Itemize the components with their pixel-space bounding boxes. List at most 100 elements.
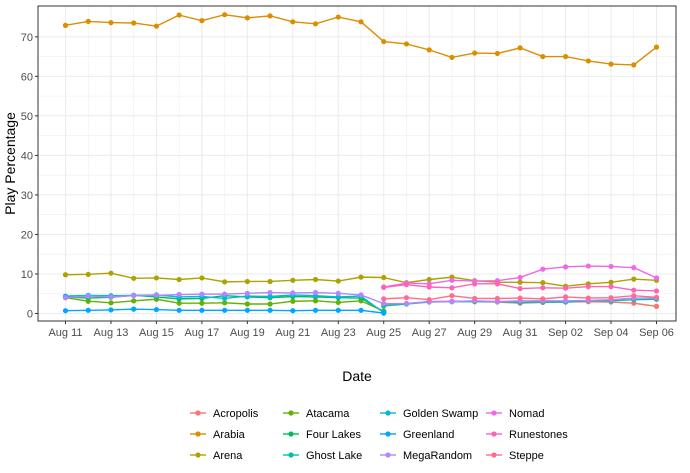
data-point-steppe xyxy=(653,294,660,300)
data-point-greenland xyxy=(153,306,160,313)
data-point-arabia xyxy=(381,38,387,45)
x-tick-label: Sep 04 xyxy=(594,327,629,339)
data-point-acropolis xyxy=(653,303,660,309)
data-point-greenland xyxy=(290,308,296,314)
data-point-nomad xyxy=(608,263,614,270)
data-point-greenland xyxy=(244,307,250,313)
data-point-arabia xyxy=(449,54,455,60)
legend-key-point-arena xyxy=(195,452,201,458)
data-point-megarandom xyxy=(199,291,205,297)
data-point-arabia xyxy=(358,19,364,25)
data-point-atacama xyxy=(267,301,273,307)
data-point-megarandom xyxy=(312,289,319,296)
data-point-arabia xyxy=(153,23,160,29)
data-point-runestones xyxy=(540,285,546,291)
legend-label-ghost-lake: Ghost Lake xyxy=(306,450,362,462)
data-point-nomad xyxy=(517,274,523,281)
data-point-arabia xyxy=(494,50,500,57)
data-point-atacama xyxy=(290,298,296,304)
data-point-arabia xyxy=(426,47,432,53)
data-point-greenland xyxy=(312,307,319,313)
data-point-atacama xyxy=(222,300,228,306)
data-point-megarandom xyxy=(381,301,387,307)
data-point-arabia xyxy=(585,58,591,64)
data-point-arabia xyxy=(631,62,637,68)
legend-label-acropolis: Acropolis xyxy=(213,408,259,420)
data-point-arena xyxy=(608,279,614,285)
legend-label-greenland: Greenland xyxy=(403,429,454,441)
legend-key-point-megarandom xyxy=(385,452,391,458)
data-point-arena xyxy=(540,280,546,286)
data-point-nomad xyxy=(631,265,637,271)
data-point-megarandom xyxy=(403,301,410,307)
series-points xyxy=(62,12,660,316)
x-tick-label: Aug 11 xyxy=(48,327,82,339)
legend-key-point-atacama xyxy=(288,410,294,416)
legend-label-runestones: Runestones xyxy=(509,429,568,441)
data-point-runestones xyxy=(608,284,614,290)
data-point-atacama xyxy=(312,298,319,304)
x-tick-label: Sep 02 xyxy=(548,327,583,339)
data-point-runestones xyxy=(494,281,500,287)
y-tick-label: 30 xyxy=(21,190,33,202)
data-point-atacama xyxy=(131,298,137,304)
x-tick-label: Aug 19 xyxy=(230,327,265,339)
data-point-megarandom xyxy=(176,291,182,298)
y-tick-label: 10 xyxy=(21,269,33,281)
data-point-arena xyxy=(131,275,137,281)
data-point-runestones xyxy=(449,285,455,291)
data-point-arena xyxy=(381,274,387,281)
x-tick-label: Aug 27 xyxy=(412,327,447,339)
data-point-megarandom xyxy=(358,292,364,298)
data-point-arabia xyxy=(62,22,69,28)
legend-label-nomad: Nomad xyxy=(509,408,544,420)
data-point-arena xyxy=(312,276,319,283)
x-tick-label: Aug 29 xyxy=(457,327,492,339)
data-point-atacama xyxy=(335,299,341,306)
data-point-steppe xyxy=(426,297,432,303)
data-point-greenland xyxy=(131,306,137,312)
data-point-nomad xyxy=(585,263,591,269)
data-point-steppe xyxy=(517,295,523,301)
data-point-steppe xyxy=(585,295,591,301)
legend-key-point-runestones xyxy=(491,431,497,437)
plot-border xyxy=(37,5,677,322)
legend-key-point-greenland xyxy=(385,431,391,437)
data-point-golden-swamp xyxy=(335,294,341,300)
y-axis-title: Play Percentage xyxy=(2,112,18,215)
data-point-greenland xyxy=(176,307,182,313)
data-point-megarandom xyxy=(449,299,455,305)
x-tick-label: Aug 15 xyxy=(139,327,174,339)
x-tick-label: Sep 06 xyxy=(639,327,674,339)
data-point-arena xyxy=(358,274,364,280)
y-tick-label: 50 xyxy=(21,111,33,123)
data-point-runestones xyxy=(426,284,432,290)
data-point-arabia xyxy=(472,50,478,56)
data-point-megarandom xyxy=(562,298,569,304)
data-point-runestones xyxy=(517,285,523,292)
data-point-megarandom xyxy=(290,290,296,296)
x-axis-title: Date xyxy=(342,368,372,384)
data-point-greenland xyxy=(85,307,91,313)
legend-key-point-golden-swamp xyxy=(385,410,391,416)
data-point-arena xyxy=(290,277,296,283)
data-point-nomad xyxy=(562,264,569,270)
data-point-greenland xyxy=(62,308,69,314)
data-point-steppe xyxy=(562,294,569,300)
legend: Acropolis Arabia Arena Atacama Four Lakes Gho… xyxy=(190,408,568,462)
data-point-arabia xyxy=(176,12,182,18)
data-point-arabia xyxy=(562,53,569,60)
data-point-arena xyxy=(85,271,91,277)
data-point-atacama xyxy=(244,301,250,307)
data-point-megarandom xyxy=(62,295,69,301)
data-point-greenland xyxy=(358,307,364,313)
data-point-megarandom xyxy=(131,293,137,299)
data-point-atacama xyxy=(108,300,114,306)
data-point-greenland xyxy=(381,310,387,316)
data-point-arena xyxy=(267,278,273,285)
data-point-steppe xyxy=(449,293,455,299)
data-point-arena xyxy=(244,278,250,285)
data-point-steppe xyxy=(403,295,410,301)
data-point-arabia xyxy=(653,44,660,50)
plot-panel xyxy=(38,6,676,321)
